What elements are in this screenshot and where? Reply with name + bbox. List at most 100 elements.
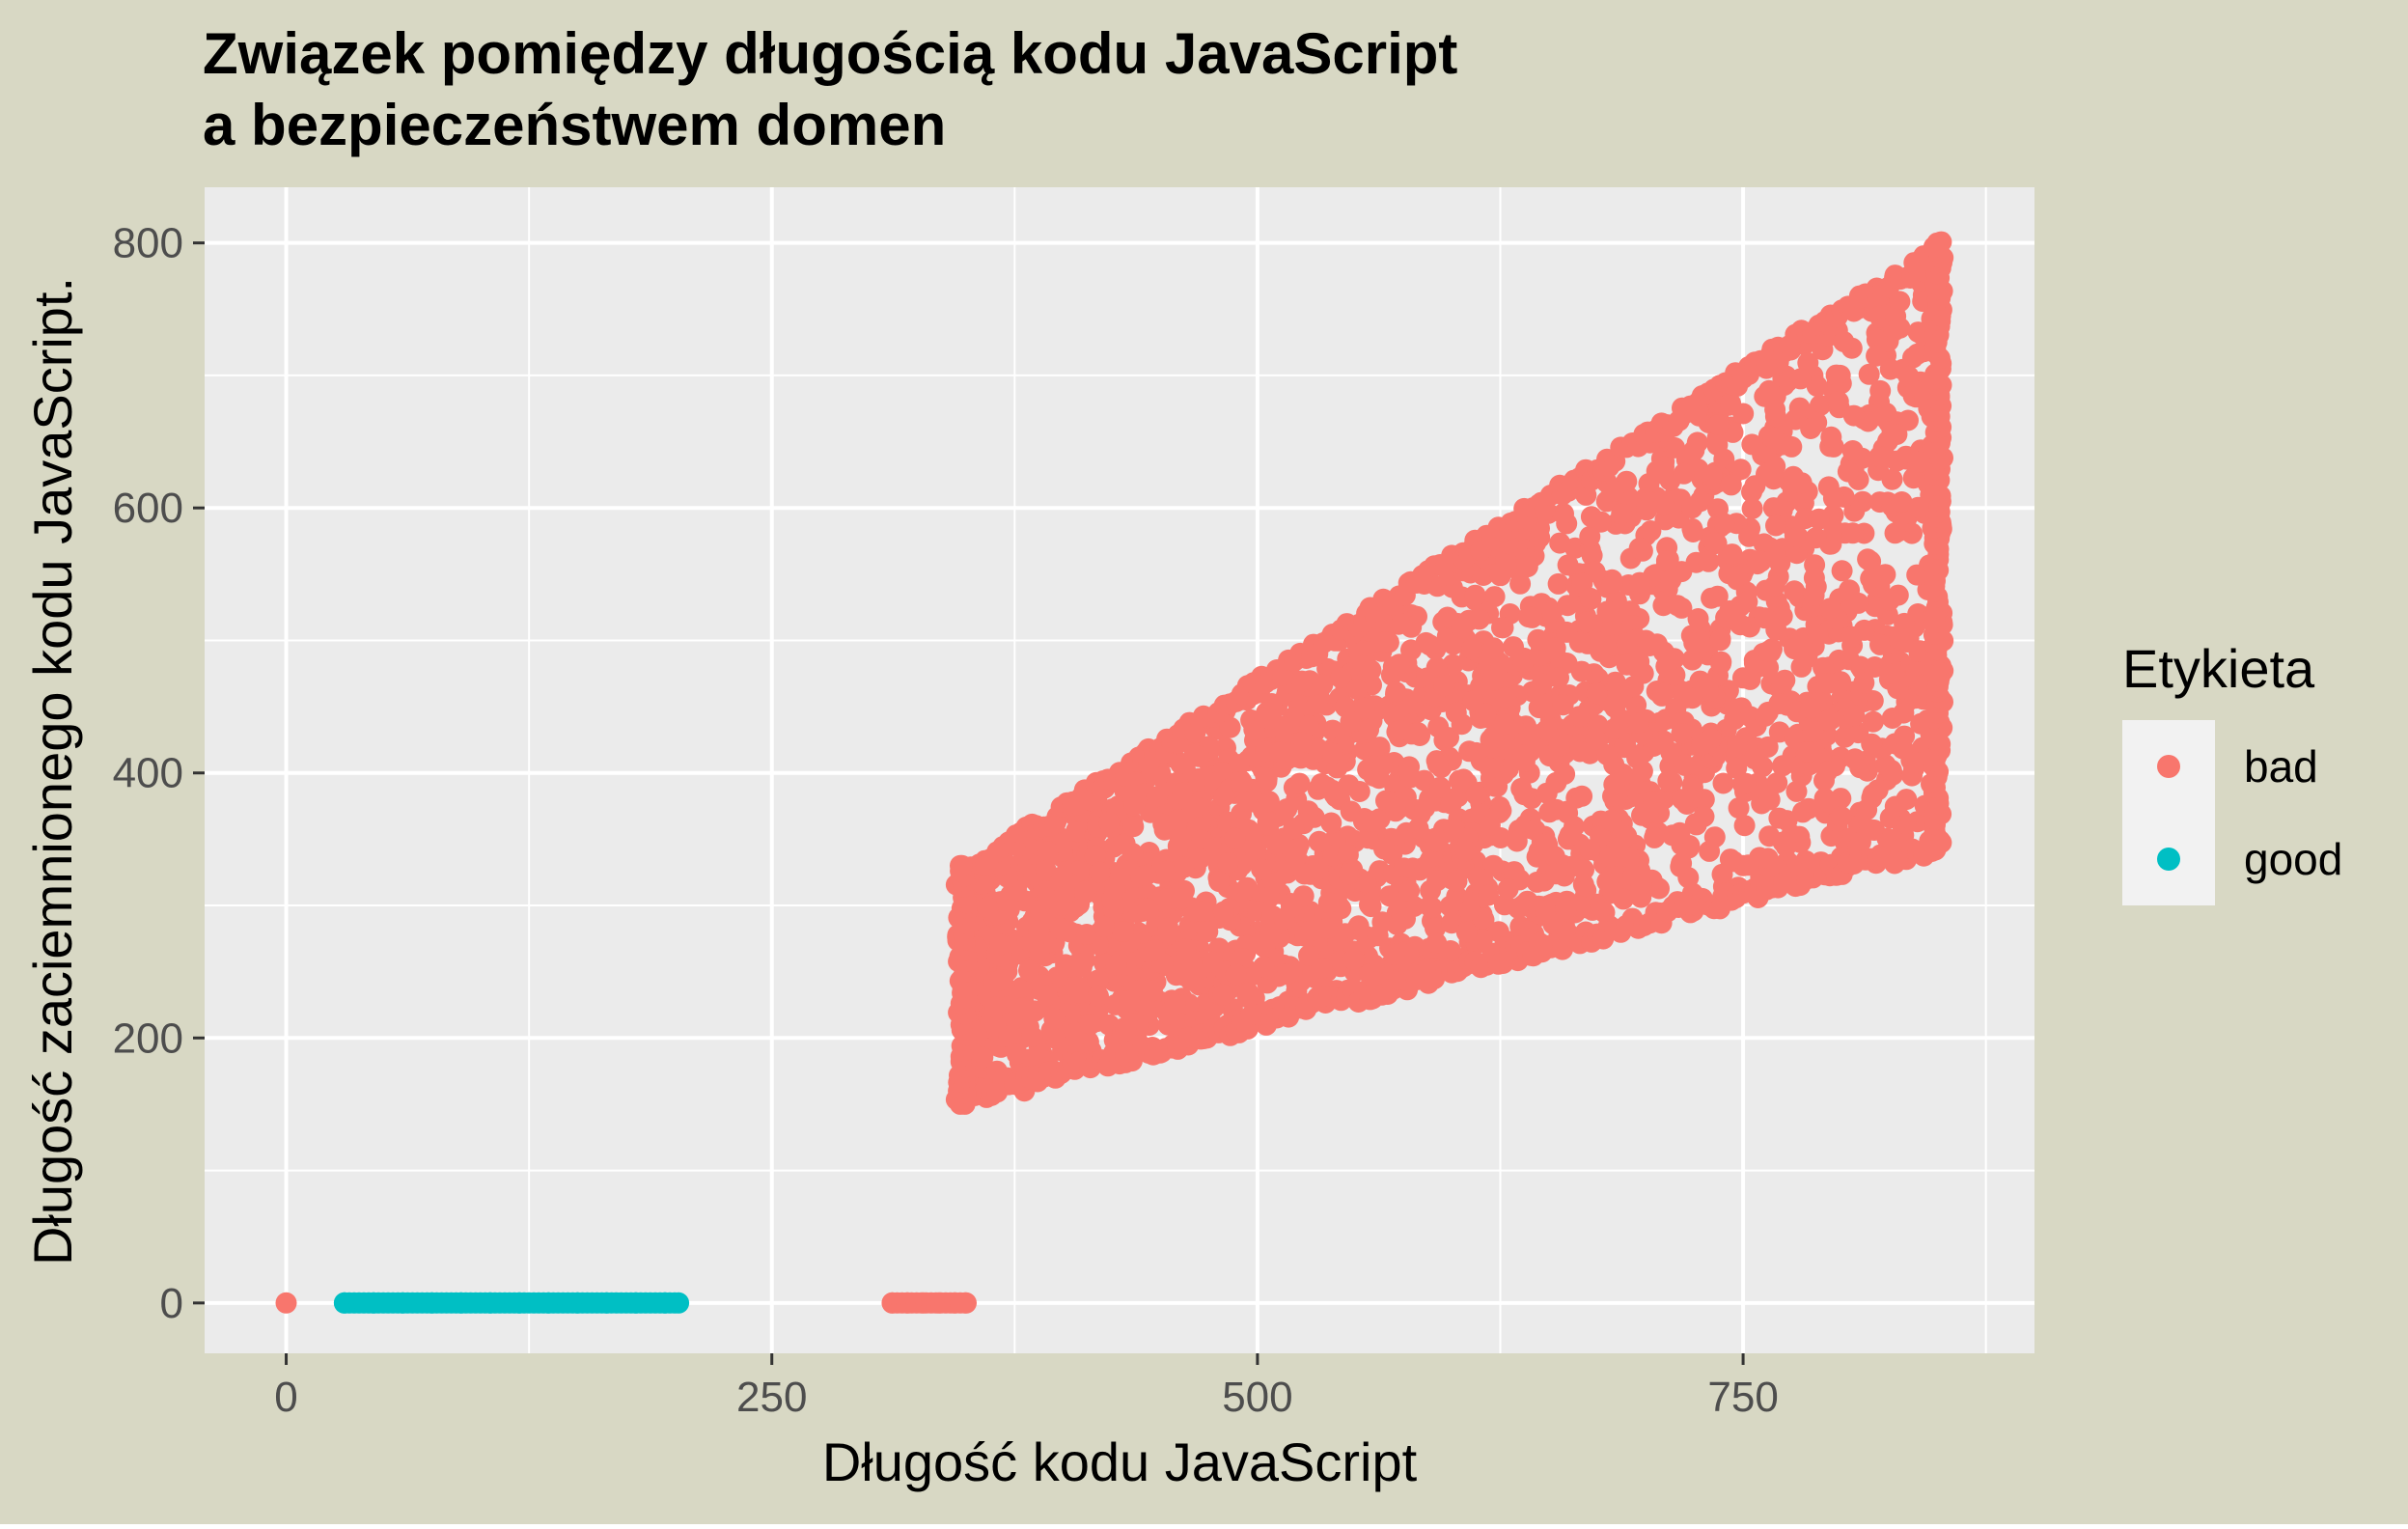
point-bad <box>1547 572 1569 595</box>
point-bad <box>1497 878 1519 901</box>
point-bad <box>1866 328 1888 350</box>
point-bad <box>1763 575 1785 597</box>
point-bad <box>1283 818 1305 840</box>
point-bad <box>1579 587 1601 609</box>
point-bad <box>1739 706 1761 728</box>
point-bad <box>1552 694 1574 716</box>
point-bad <box>1419 634 1441 656</box>
point-bad <box>1861 787 1883 809</box>
point-bad <box>1297 714 1319 737</box>
point-bad <box>1803 584 1825 606</box>
point-bad <box>1115 1019 1137 1042</box>
point-bad <box>1495 686 1517 709</box>
point-bad <box>1393 857 1415 879</box>
point-bad <box>1171 826 1193 848</box>
point-bad <box>1586 682 1608 705</box>
x-axis-label: Długość kodu JavaScript <box>822 1432 1418 1492</box>
point-bad <box>1630 874 1652 895</box>
point-bad <box>1557 595 1579 617</box>
point-bad <box>1886 424 1908 445</box>
point-bad <box>1683 439 1705 461</box>
point-bad <box>1455 921 1478 943</box>
point-bad <box>1001 1009 1023 1031</box>
point-bad <box>1884 522 1906 544</box>
point-bad <box>1442 633 1464 655</box>
point-bad <box>1771 605 1793 627</box>
point-bad <box>1762 427 1785 449</box>
point-bad <box>1517 606 1539 628</box>
point-bad <box>1089 861 1111 883</box>
point-bad <box>1258 791 1280 813</box>
point-bad <box>1188 769 1210 792</box>
point-bad <box>1580 506 1602 528</box>
point-bad <box>984 1015 1007 1038</box>
point-bad <box>1640 520 1662 542</box>
point-bad <box>1464 584 1486 606</box>
point-bad <box>1879 589 1900 611</box>
point-bad <box>1841 440 1864 461</box>
point-bad <box>1784 638 1806 660</box>
point-bad <box>1172 782 1194 804</box>
point-bad <box>1478 884 1499 906</box>
point-bad <box>1213 785 1235 807</box>
point-bad <box>1726 757 1748 779</box>
point-bad <box>1559 824 1581 847</box>
point-bad <box>1652 682 1675 705</box>
point-bad <box>1167 809 1189 831</box>
point-bad <box>1889 291 1911 313</box>
point-bad <box>1755 705 1776 727</box>
point-bad <box>1535 900 1557 922</box>
chart-title-line-2: a bezpieczeństwem domen <box>203 93 946 157</box>
point-bad <box>1817 476 1840 498</box>
point-bad <box>1054 881 1076 904</box>
point-bad <box>1104 878 1126 901</box>
y-tick-label: 400 <box>113 750 183 797</box>
point-bad <box>1820 426 1842 448</box>
point-bad <box>1306 692 1328 714</box>
point-bad <box>1037 887 1059 909</box>
point-bad <box>1385 800 1406 822</box>
point-bad <box>1553 503 1574 525</box>
point-bad <box>1803 567 1825 589</box>
point-bad <box>1490 653 1512 675</box>
point-bad <box>1896 789 1918 811</box>
point-bad <box>1579 525 1601 547</box>
point-bad <box>1548 667 1569 689</box>
point-bad <box>1713 513 1735 535</box>
point-bad <box>998 899 1020 920</box>
point-bad <box>1228 754 1250 776</box>
point-bad <box>1311 773 1332 794</box>
point-bad <box>1806 375 1828 398</box>
point-bad <box>1465 741 1487 764</box>
y-axis: 0 200 400 600 800 <box>113 220 205 1327</box>
point-bad <box>1549 532 1571 554</box>
point-bad <box>1322 742 1343 764</box>
point-bad <box>1293 863 1315 885</box>
point-bad <box>1076 924 1097 945</box>
point-bad <box>1639 635 1661 656</box>
point-bad <box>1461 638 1483 660</box>
point-bad <box>1064 1022 1086 1044</box>
point-bad <box>1545 863 1567 885</box>
point-bad <box>1721 543 1743 566</box>
point-bad <box>1770 676 1792 698</box>
point-bad <box>1671 597 1693 619</box>
point-bad <box>1389 719 1411 741</box>
point-bad <box>1853 672 1875 694</box>
y-axis-label: Długość zaciemnionego kodu JavaScript. <box>22 277 83 1265</box>
point-bad <box>1727 735 1748 757</box>
point-bad <box>1712 772 1734 794</box>
point-bad <box>1135 864 1157 886</box>
point-bad <box>1508 897 1530 919</box>
point-bad <box>1765 514 1786 537</box>
point-bad <box>1043 1008 1066 1030</box>
point-bad <box>1655 655 1677 678</box>
point-bad <box>1628 538 1650 559</box>
x-axis: 0 250 500 750 <box>274 1353 1779 1421</box>
x-tick-label: 750 <box>1707 1374 1778 1421</box>
point-bad <box>1701 464 1723 486</box>
point-bad <box>1672 789 1694 811</box>
point-bad <box>1728 797 1750 820</box>
point-bad <box>1706 585 1729 607</box>
point-bad <box>1010 977 1033 999</box>
